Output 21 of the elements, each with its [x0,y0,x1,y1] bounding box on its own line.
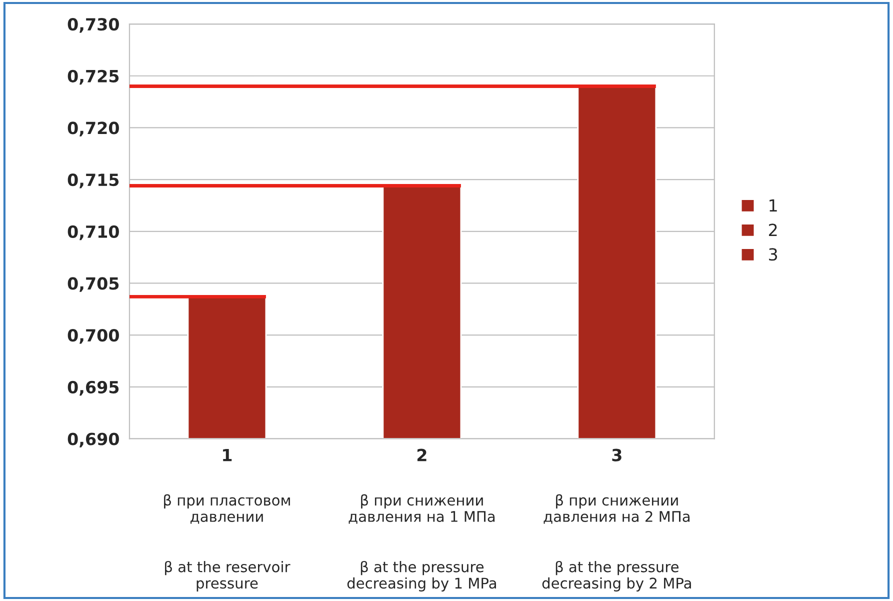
y-tick-label: 0,705 [68,277,119,292]
x-tick-label: 2 [417,448,426,462]
text: β при снижении давления на 1 МПа [348,494,495,524]
legend-label: 3 [769,248,778,261]
text: β при пластовом давлении [164,494,290,524]
text: β at the reservoir pressure [165,560,290,592]
y-tick-label: 0,695 [68,380,119,396]
legend-label: 1 [770,199,777,212]
y-tick-label: 0,700 [68,329,119,344]
y-tick-label: 0,730 [68,18,119,33]
text: β при снижении давления на 2 МПа [544,494,690,524]
x-tick-label: 3 [612,448,622,462]
y-tick-label: 0,725 [68,70,119,85]
y-tick-label: 0,690 [68,432,119,448]
y-tick-label: 0,715 [68,174,119,188]
legend-label: 2 [768,224,777,236]
y-tick-label: 0,710 [68,225,119,240]
x-tick-label: 1 [223,448,232,462]
y-tick-label: 0,720 [68,122,119,136]
text: β at the pressure decreasing by 1 MPa [347,560,496,592]
text: β at the pressure decreasing by 2 MPa [542,560,691,592]
